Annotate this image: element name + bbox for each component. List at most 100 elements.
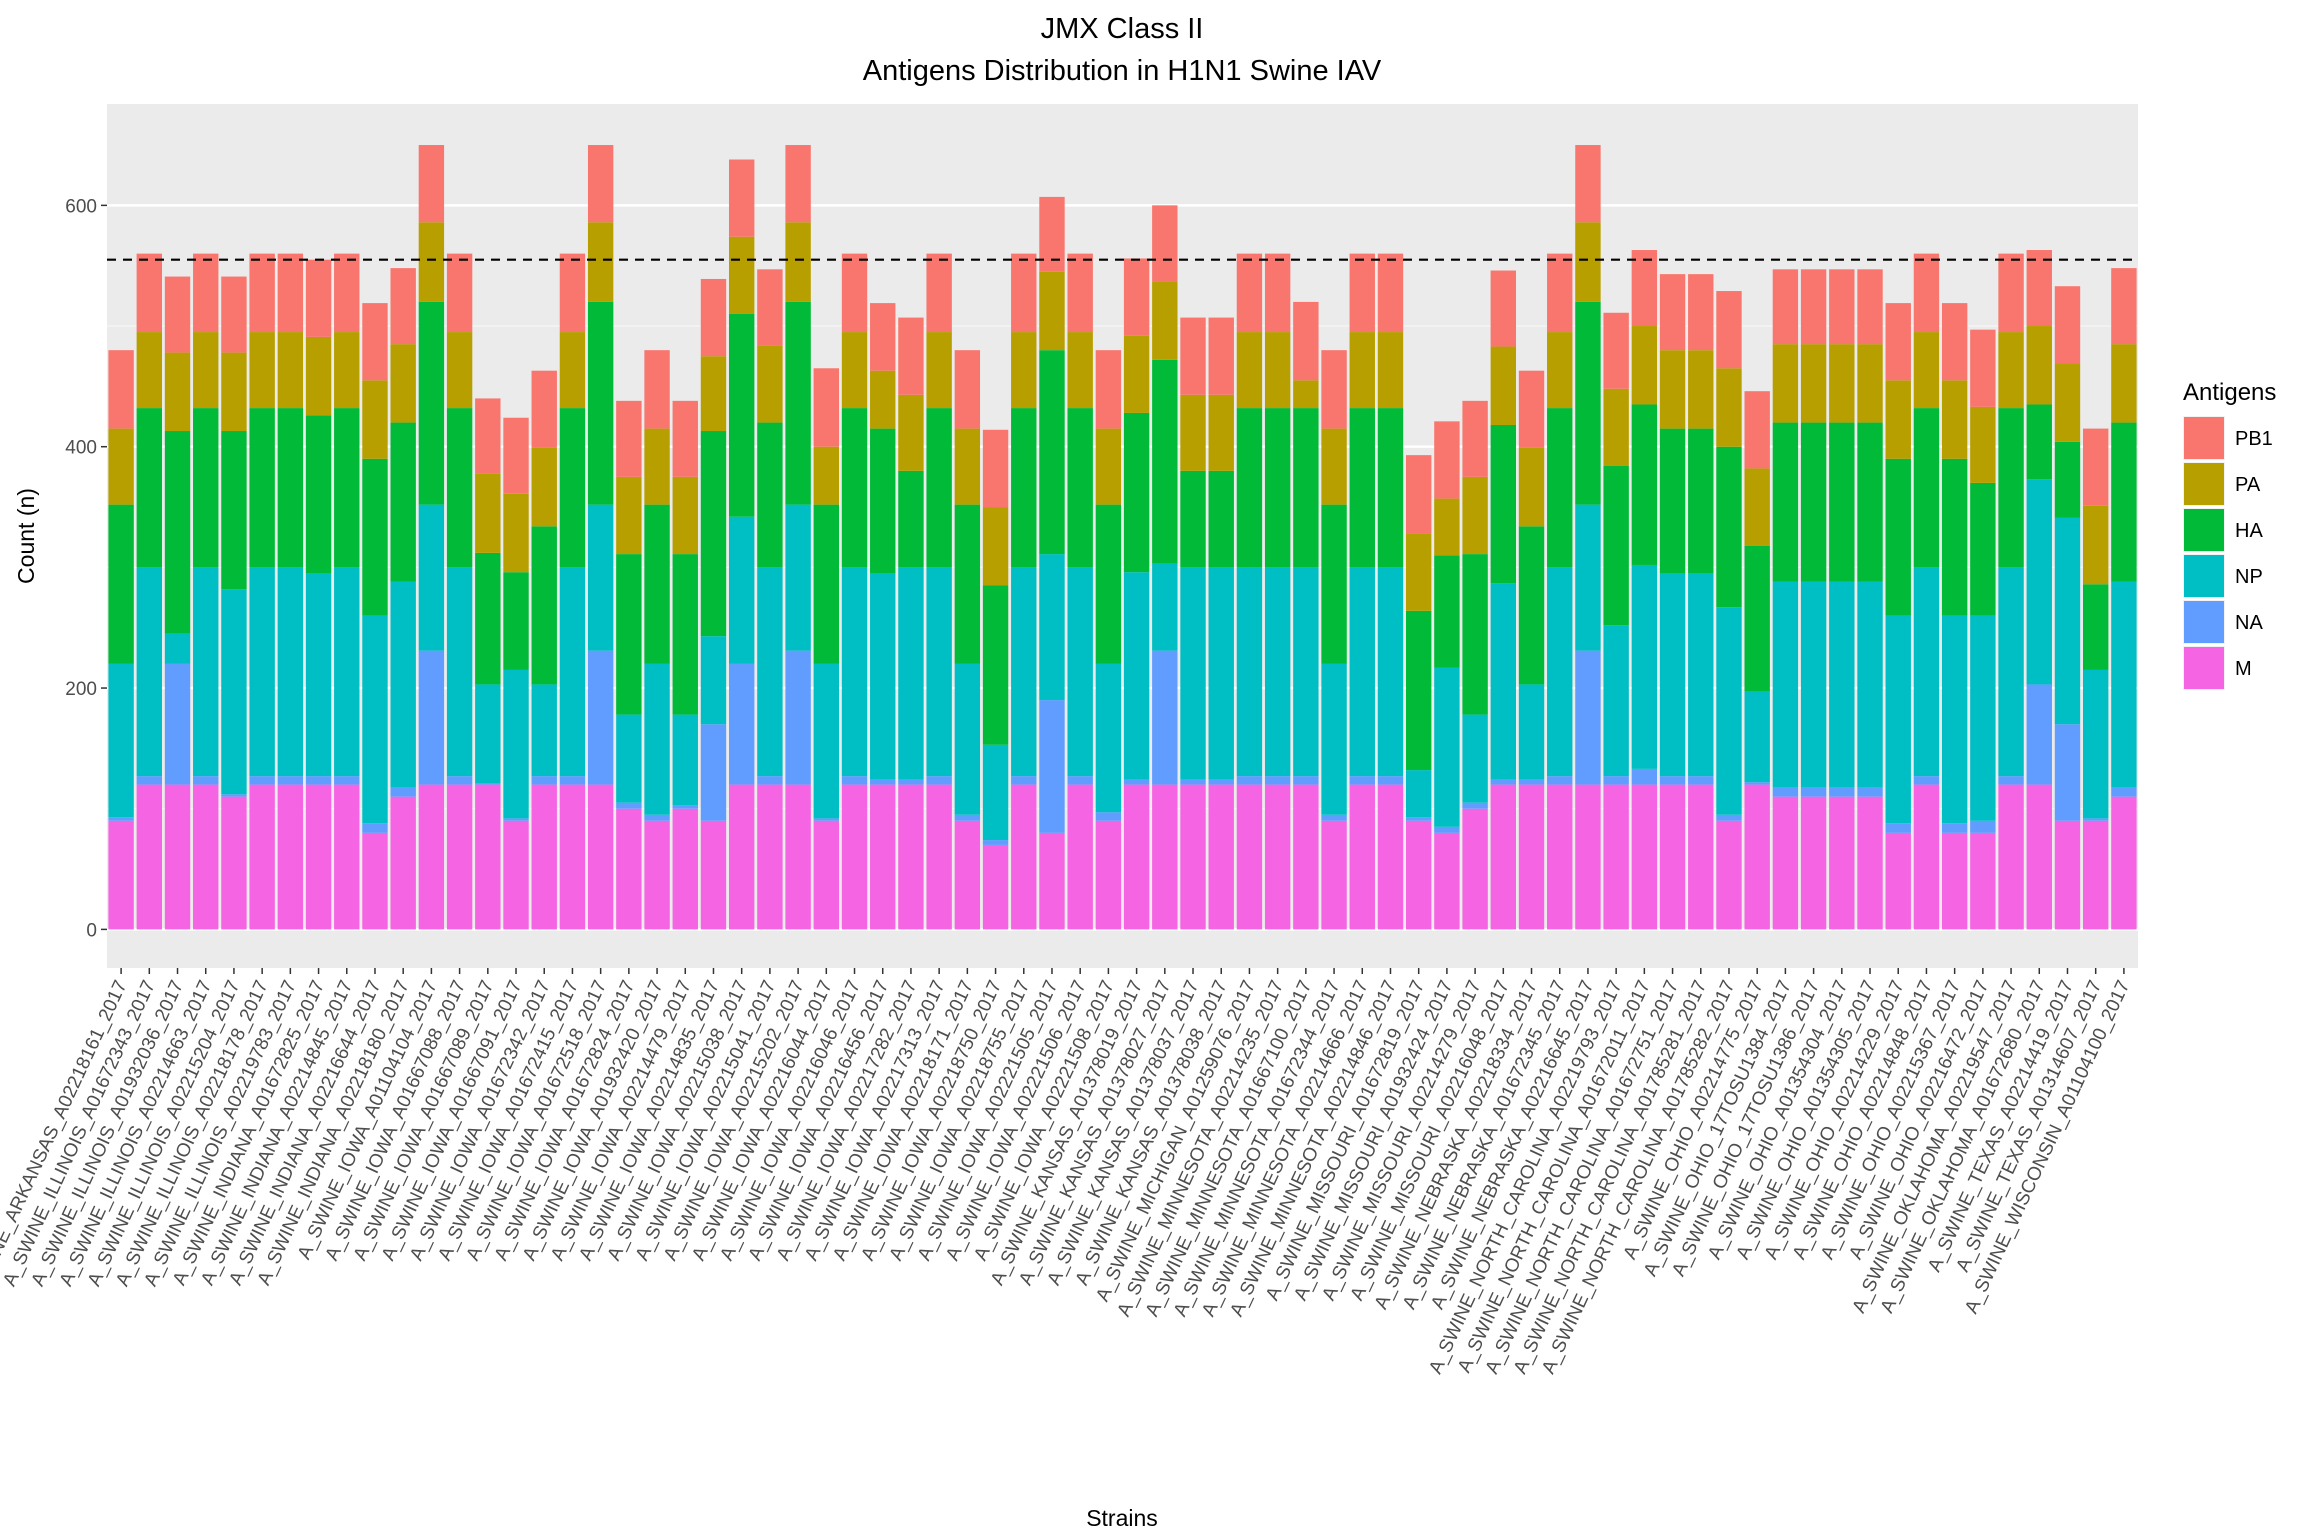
bar-segment bbox=[559, 776, 586, 785]
bar-segment bbox=[221, 352, 247, 432]
bar-segment bbox=[813, 504, 840, 664]
bar-segment bbox=[757, 422, 783, 568]
bar-segment bbox=[1264, 253, 1291, 333]
bar-segment bbox=[1095, 812, 1122, 821]
bar-segment bbox=[1603, 388, 1629, 467]
bar-segment bbox=[1913, 776, 1940, 785]
bar-segment bbox=[2111, 796, 2137, 930]
bar-segment bbox=[1744, 391, 1770, 469]
bar-segment bbox=[813, 368, 840, 447]
bar-segment bbox=[531, 447, 557, 527]
bar-segment bbox=[1800, 269, 1827, 345]
bar-segment bbox=[446, 784, 473, 930]
bar-segment bbox=[1321, 350, 1347, 429]
bar-segment bbox=[1067, 776, 1093, 785]
bar-segment bbox=[954, 504, 981, 664]
bar-segment bbox=[1039, 832, 1065, 930]
bar-segment bbox=[1095, 428, 1122, 505]
bar-segment bbox=[1208, 317, 1234, 395]
bar-segment bbox=[418, 145, 445, 223]
chart-subtitle: Antigens Distribution in H1N1 Swine IAV bbox=[863, 55, 1382, 87]
bar-segment bbox=[277, 776, 304, 785]
bar-segment bbox=[982, 429, 1009, 508]
bar-segment bbox=[672, 400, 698, 477]
bar-segment bbox=[926, 567, 952, 777]
bar-segment bbox=[1744, 691, 1770, 783]
bar-segment bbox=[1998, 784, 2024, 930]
bar-segment bbox=[1603, 784, 1629, 930]
bar-segment bbox=[870, 303, 896, 371]
bar-segment bbox=[1518, 784, 1545, 930]
bar-segment bbox=[249, 784, 275, 930]
bar-segment bbox=[1913, 784, 1940, 930]
bar-segment bbox=[1659, 573, 1686, 777]
bar-segment bbox=[841, 567, 868, 777]
bar-segment bbox=[1067, 253, 1093, 333]
bar-segment bbox=[616, 802, 642, 809]
bar-segment bbox=[2111, 268, 2137, 345]
bar-segment bbox=[334, 332, 360, 409]
bar-segment bbox=[2111, 422, 2137, 582]
bar-segment bbox=[559, 784, 586, 930]
bar-segment bbox=[728, 784, 755, 930]
bar-segment bbox=[1434, 555, 1460, 668]
bar-segment bbox=[1264, 784, 1291, 930]
bar-segment bbox=[1688, 350, 1714, 429]
bar-segment bbox=[164, 431, 191, 634]
bar-segment bbox=[1941, 380, 1968, 459]
bar-segment bbox=[1208, 394, 1234, 471]
bar-segment bbox=[587, 301, 614, 505]
bar-segment bbox=[1490, 784, 1517, 930]
bar-segment bbox=[446, 253, 473, 333]
bar-segment bbox=[1970, 406, 1996, 483]
bar-segment bbox=[1321, 663, 1347, 815]
bar-segment bbox=[193, 253, 219, 333]
bar-segment bbox=[587, 650, 614, 785]
bar-segment bbox=[1631, 250, 1658, 327]
bar-segment bbox=[1123, 335, 1150, 413]
bar-segment bbox=[1970, 329, 1996, 407]
bar-segment bbox=[728, 236, 755, 314]
bar-segment bbox=[1011, 776, 1037, 785]
bar-segment bbox=[1716, 446, 1742, 608]
bar-segment bbox=[1180, 470, 1206, 568]
bar-segment bbox=[1772, 344, 1799, 423]
bar-segment bbox=[644, 814, 670, 821]
bar-segment bbox=[785, 301, 811, 505]
bar-segment bbox=[1405, 820, 1432, 930]
bar-segment bbox=[700, 820, 727, 930]
bar-segment bbox=[898, 567, 924, 780]
bar-segment bbox=[503, 493, 529, 573]
bar-segment bbox=[1349, 408, 1375, 568]
bar-segment bbox=[1264, 776, 1291, 785]
bar-segment bbox=[362, 303, 388, 381]
bar-segment bbox=[1744, 468, 1770, 546]
bar-segment bbox=[1095, 820, 1122, 930]
bar-segment bbox=[1264, 408, 1291, 568]
bar-segment bbox=[1405, 455, 1432, 534]
bar-segment bbox=[898, 784, 924, 930]
bar-segment bbox=[1264, 332, 1291, 409]
bar-segment bbox=[1208, 779, 1234, 785]
bar-segment bbox=[1603, 312, 1629, 389]
bar-segment bbox=[475, 473, 501, 553]
bar-segment bbox=[136, 567, 163, 777]
bar-segment bbox=[1152, 650, 1178, 785]
legend-key bbox=[2184, 417, 2224, 459]
bar-segment bbox=[559, 408, 586, 568]
bar-segment bbox=[1434, 667, 1460, 827]
bar-segment bbox=[136, 776, 163, 785]
bar-segment bbox=[1631, 784, 1658, 930]
bar-segment bbox=[1377, 784, 1404, 930]
bar-segment bbox=[277, 567, 304, 777]
bar-segment bbox=[1011, 332, 1037, 409]
bar-segment bbox=[587, 784, 614, 930]
bar-segment bbox=[1405, 817, 1432, 821]
bar-segment bbox=[1377, 332, 1404, 409]
bar-segment bbox=[616, 476, 642, 555]
chart-title: JMX Class II bbox=[1041, 13, 1204, 45]
bar-segment bbox=[1631, 564, 1658, 769]
bar-segment bbox=[1462, 554, 1488, 715]
bar-segment bbox=[1547, 567, 1573, 777]
bar-segment bbox=[728, 159, 755, 237]
